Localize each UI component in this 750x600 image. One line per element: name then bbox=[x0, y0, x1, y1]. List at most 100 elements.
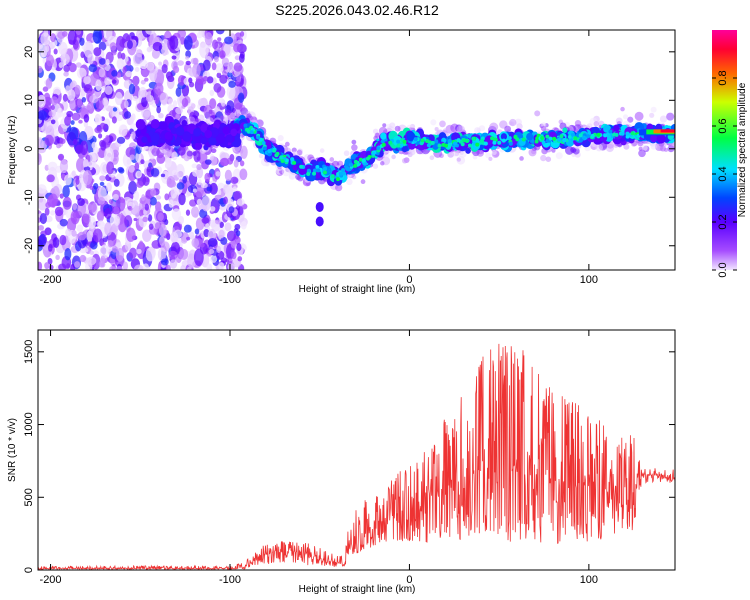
x-tick-label: -200 bbox=[40, 274, 62, 286]
spectral-blob bbox=[143, 110, 152, 118]
spectral-blob bbox=[63, 64, 70, 73]
spectral-blob bbox=[187, 253, 196, 268]
spectral-blob bbox=[83, 114, 90, 123]
spectral-blob bbox=[62, 196, 72, 210]
spectral-blob bbox=[160, 42, 169, 56]
spectral-blob bbox=[58, 62, 64, 69]
spectral-blob bbox=[170, 186, 178, 199]
spectral-blob bbox=[209, 206, 216, 212]
spectral-blob bbox=[315, 216, 324, 227]
spectral-blob bbox=[213, 83, 222, 93]
spectral-blob bbox=[225, 259, 230, 263]
spectral-blob bbox=[593, 121, 599, 127]
spectral-blob bbox=[226, 84, 236, 100]
spectral-blob bbox=[121, 52, 126, 60]
spectral-blob bbox=[402, 158, 408, 164]
spectral-blob bbox=[184, 35, 193, 51]
spectral-peak bbox=[353, 159, 358, 164]
spectral-blob bbox=[166, 179, 177, 188]
spectral-blob bbox=[227, 62, 234, 74]
x-tick-label: -200 bbox=[40, 574, 62, 586]
spectral-blob bbox=[193, 248, 204, 267]
spectral-blob bbox=[208, 136, 217, 146]
spectral-blob bbox=[45, 45, 50, 53]
spectral-blob bbox=[144, 203, 149, 211]
spectral-blob bbox=[380, 161, 385, 166]
spectral-blob bbox=[227, 258, 233, 265]
spectral-blob bbox=[430, 119, 437, 126]
y-tick-label: -20 bbox=[23, 238, 35, 254]
spectral-blob bbox=[179, 248, 189, 260]
spectral-blob bbox=[144, 77, 149, 82]
spectral-blob bbox=[72, 138, 78, 146]
spectral-blob bbox=[439, 120, 446, 128]
spectral-blob bbox=[66, 110, 73, 118]
spectral-blob bbox=[222, 126, 230, 135]
spectral-peak bbox=[497, 140, 502, 145]
spectral-blob bbox=[149, 196, 157, 206]
spectral-blob bbox=[236, 76, 242, 82]
spectral-blob bbox=[212, 39, 219, 50]
spectral-blob bbox=[117, 51, 123, 60]
spectral-blob bbox=[90, 240, 98, 250]
spectral-peak bbox=[462, 138, 467, 143]
spectral-blob bbox=[123, 215, 133, 227]
spectral-peak bbox=[443, 143, 448, 148]
spectral-blob bbox=[555, 152, 563, 160]
spectral-blob bbox=[203, 104, 213, 119]
spectral-blob bbox=[68, 62, 77, 73]
spectral-blob bbox=[659, 115, 668, 123]
spectral-blob bbox=[145, 30, 156, 35]
spectral-blob bbox=[132, 95, 138, 102]
spectral-peak bbox=[541, 140, 546, 145]
spectral-blob bbox=[194, 142, 203, 150]
spectral-blob bbox=[205, 117, 215, 126]
spectral-blob bbox=[664, 147, 669, 152]
spectral-blob bbox=[224, 36, 234, 45]
spectral-blob bbox=[128, 165, 135, 173]
spectral-peak bbox=[545, 138, 550, 143]
spectral-blob bbox=[562, 127, 568, 134]
spectral-blob bbox=[175, 87, 182, 97]
spectral-blob bbox=[108, 199, 114, 205]
spectral-blob bbox=[192, 188, 197, 193]
spectral-blob bbox=[59, 138, 66, 145]
spectral-blob bbox=[172, 100, 178, 108]
spectral-blob bbox=[99, 244, 110, 259]
spectral-blob bbox=[183, 224, 192, 233]
spectral-blob bbox=[115, 247, 125, 262]
spectral-blob bbox=[237, 92, 245, 103]
spectral-blob bbox=[111, 70, 118, 77]
colorbar-tick-label: 0.8 bbox=[717, 70, 729, 85]
spectral-blob bbox=[147, 214, 153, 222]
spectral-blob bbox=[150, 119, 160, 129]
spectral-blob bbox=[113, 215, 121, 226]
spectral-blob bbox=[456, 155, 466, 165]
spectral-blob bbox=[434, 127, 439, 132]
spectral-blob bbox=[75, 177, 80, 185]
tone-streak bbox=[660, 129, 675, 133]
spectral-blob bbox=[634, 111, 644, 121]
spectral-blob bbox=[67, 89, 76, 101]
spectral-blob bbox=[225, 185, 234, 199]
spectral-blob bbox=[178, 192, 186, 206]
spectral-blob bbox=[118, 124, 128, 137]
spectral-blob bbox=[82, 169, 93, 186]
spectral-blob bbox=[148, 223, 154, 230]
spectral-blob bbox=[77, 231, 87, 241]
spectral-peak bbox=[249, 130, 254, 135]
x-tick-label: -100 bbox=[219, 274, 241, 286]
spectral-blob bbox=[215, 171, 221, 177]
spectral-peak bbox=[507, 136, 512, 141]
spectral-blob bbox=[227, 71, 233, 78]
spectral-blob bbox=[218, 98, 225, 104]
spectral-blob bbox=[93, 47, 102, 57]
spectral-blob bbox=[168, 199, 174, 208]
spectral-blob bbox=[236, 243, 242, 252]
spectral-blob bbox=[164, 193, 170, 201]
spectral-blob bbox=[509, 118, 517, 127]
spectral-blob bbox=[151, 49, 160, 59]
spectral-peak bbox=[399, 143, 404, 148]
spectral-blob bbox=[141, 194, 146, 202]
